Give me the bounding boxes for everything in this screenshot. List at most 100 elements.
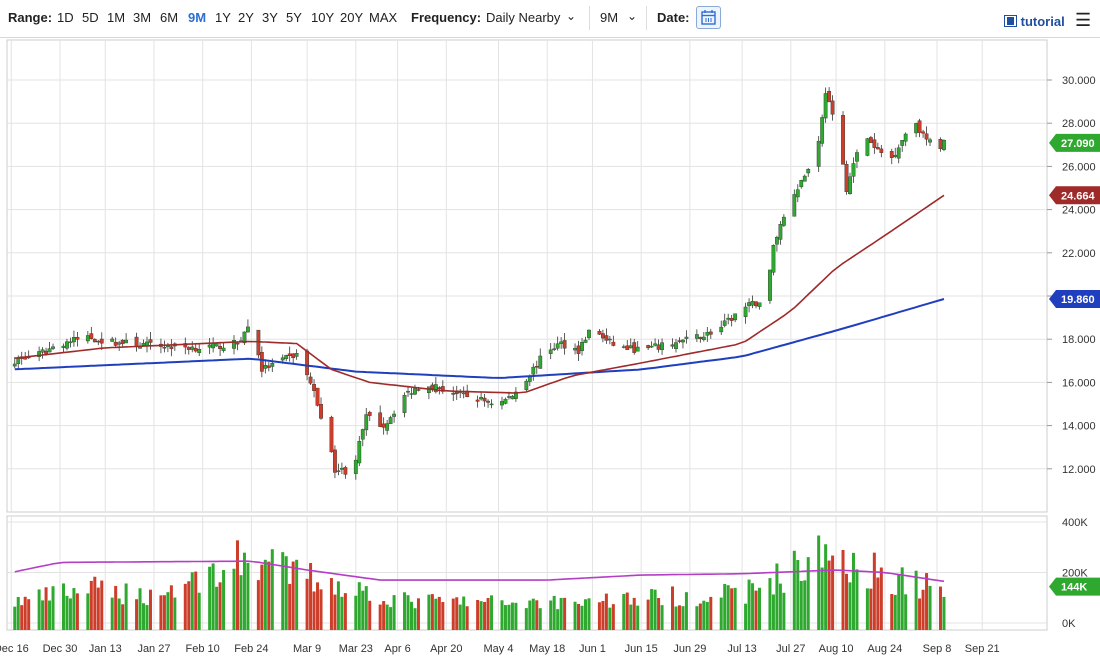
- candle-body: [280, 357, 285, 361]
- range-button-1m[interactable]: 1M: [107, 10, 126, 25]
- volume-bar: [841, 549, 845, 630]
- volume-bar: [611, 604, 615, 630]
- candle-body: [660, 342, 664, 351]
- candle-body: [120, 339, 125, 345]
- toolbar: Range: 1D 5D 1M 3M 6M 9M 1Y 2Y 3Y 5Y 10Y 20Y MAX Fre…: [0, 0, 1100, 38]
- volume-bar: [458, 604, 462, 630]
- candle-body: [61, 345, 66, 348]
- period-select[interactable]: 9M: [600, 10, 619, 25]
- range-button-9m[interactable]: 9M: [188, 10, 207, 25]
- candle-body: [162, 347, 167, 349]
- range-button-5y[interactable]: 5Y: [286, 10, 302, 25]
- range-button-5d[interactable]: 5D: [82, 10, 99, 25]
- candle-body: [719, 326, 724, 333]
- candle-body: [339, 467, 344, 470]
- range-button-10y[interactable]: 10Y: [311, 10, 335, 25]
- candle-body: [587, 329, 591, 339]
- candle-body: [242, 331, 247, 344]
- volume-bar: [406, 595, 410, 630]
- volume-bar: [142, 603, 146, 630]
- volume-bar: [319, 589, 323, 630]
- volume-bar: [872, 552, 876, 630]
- candle-body: [649, 345, 654, 348]
- range-button-max[interactable]: MAX: [369, 10, 398, 25]
- volume-bar: [563, 597, 567, 630]
- volume-bar: [904, 594, 908, 630]
- candle-body: [402, 395, 407, 413]
- price-chart: Dec 16 Dec 30 Jan 13 Jan 27 Feb 10 Feb 24 Mar …: [0, 39, 1100, 655]
- candle-body: [503, 398, 508, 404]
- candle-body: [917, 120, 922, 133]
- candle-body: [333, 449, 337, 473]
- chevron-down-icon[interactable]: ⌄: [627, 9, 638, 23]
- range-button-3y[interactable]: 3Y: [262, 10, 278, 25]
- range-button-2y[interactable]: 2Y: [238, 10, 254, 25]
- candle-body: [270, 363, 275, 367]
- candle-body: [597, 331, 602, 335]
- chevron-down-icon[interactable]: ⌄: [566, 9, 577, 23]
- volume-bar: [817, 535, 821, 630]
- volume-bar: [726, 585, 730, 630]
- candle-body: [701, 336, 706, 340]
- candle-body: [778, 224, 783, 240]
- volume-bar: [604, 593, 608, 630]
- volume-bar: [389, 607, 393, 630]
- volume-bar: [747, 579, 751, 630]
- candle-body: [51, 346, 55, 349]
- volume-bar: [938, 586, 942, 630]
- volume-bar: [295, 559, 299, 630]
- volume-bar: [855, 569, 859, 630]
- volume-bar: [93, 576, 97, 630]
- volume-bar: [490, 595, 494, 630]
- volume-bar: [799, 580, 803, 630]
- candle-body: [576, 345, 581, 354]
- volume-bar: [169, 585, 173, 630]
- volume-bar: [744, 603, 748, 630]
- volume-bar: [336, 581, 340, 630]
- volume-bar: [124, 583, 128, 630]
- volume-bar: [845, 573, 849, 630]
- candle-body: [89, 333, 94, 339]
- range-button-1d[interactable]: 1D: [57, 10, 74, 25]
- volume-bar: [96, 587, 100, 630]
- range-label: Range:: [8, 10, 53, 25]
- volume-bar: [650, 589, 654, 630]
- candle-body: [781, 216, 786, 226]
- volume-bar: [865, 588, 869, 630]
- candle-body: [670, 344, 675, 347]
- ma50-value-label: 24.664: [1061, 190, 1096, 202]
- candle-body: [942, 140, 946, 150]
- ma200-value-label: 19.860: [1061, 294, 1095, 306]
- candle-body: [197, 349, 202, 354]
- volume-bar: [37, 589, 41, 630]
- volume-bar: [503, 605, 507, 630]
- volume-bar: [528, 600, 532, 630]
- range-button-1y[interactable]: 1Y: [215, 10, 231, 25]
- x-tick-label: Jun 15: [625, 643, 658, 655]
- range-button-3m[interactable]: 3M: [133, 10, 152, 25]
- range-button-6m[interactable]: 6M: [160, 10, 179, 25]
- candle-body: [437, 387, 442, 389]
- candle-body: [792, 194, 797, 217]
- hamburger-icon[interactable]: ☰: [1075, 10, 1092, 30]
- tutorial-link[interactable]: tutorial: [1004, 14, 1065, 29]
- volume-bar: [851, 552, 855, 630]
- volume-bar: [531, 598, 535, 630]
- y-tick-label: 28.000: [1062, 118, 1096, 130]
- volume-bar: [632, 597, 636, 630]
- volume-bar: [159, 595, 163, 630]
- volume-bar: [382, 601, 386, 630]
- candle-body: [440, 386, 445, 392]
- volume-bar: [256, 580, 260, 630]
- frequency-select[interactable]: Daily Nearby: [486, 10, 561, 25]
- candle-body: [921, 131, 925, 134]
- volume-bar: [72, 588, 76, 630]
- volume-bar: [197, 592, 201, 630]
- volume-bar: [333, 594, 337, 630]
- volume-bar: [820, 567, 824, 630]
- volume-bar: [636, 605, 640, 630]
- volume-bar: [597, 602, 601, 630]
- range-button-20y[interactable]: 20Y: [340, 10, 364, 25]
- date-picker-button[interactable]: [696, 6, 721, 29]
- candle-body: [729, 318, 734, 321]
